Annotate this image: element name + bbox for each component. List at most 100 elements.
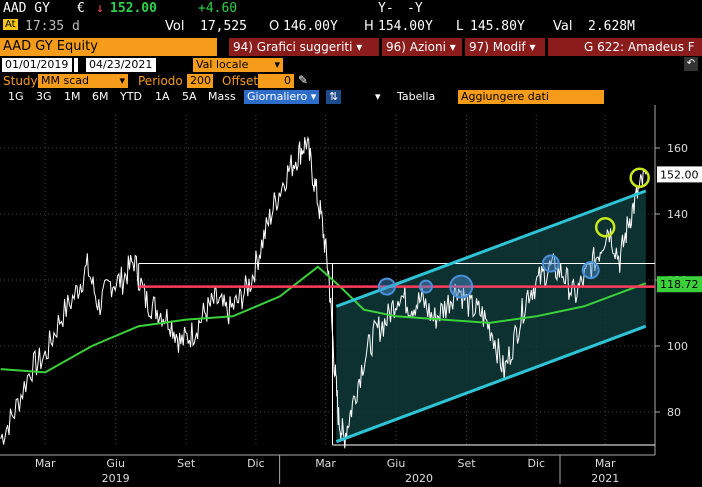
- vol-label: Vol: [165, 19, 185, 34]
- edit-menu[interactable]: 97) Modif ▾: [465, 38, 545, 56]
- range-5y[interactable]: 5A: [182, 90, 197, 103]
- suggested-charts-menu[interactable]: 94) Grafici suggeriti ▾: [229, 38, 379, 56]
- volume: 17,525: [200, 19, 247, 34]
- study-label: Study: [3, 74, 38, 88]
- time-label: At: [3, 19, 18, 30]
- price-chart[interactable]: 80100120140160MarGiuSetDicMarGiuSetDicMa…: [0, 105, 702, 485]
- x-year-label: 2020: [405, 472, 433, 484]
- x-tick-label: Dic: [247, 457, 265, 470]
- x-tick-label: Mar: [595, 457, 616, 470]
- menu-label: Grafici suggeriti: [256, 40, 353, 54]
- chart-toolbar: 1G 3G 1M 6M YTD 1A 5A Mass Giornaliero ▾…: [0, 89, 702, 105]
- range-max[interactable]: Mass: [208, 90, 236, 103]
- highlight-circle-blue: [541, 254, 560, 273]
- date-from-field[interactable]: 01/01/2019: [2, 58, 72, 72]
- price-line: [0, 135, 647, 449]
- security-title[interactable]: AAD GY Equity: [0, 38, 217, 56]
- moving-average-line: [0, 265, 647, 374]
- low-value: 145.80Y: [470, 19, 525, 34]
- x-year-label: 2021: [591, 472, 619, 484]
- last-price-box: [657, 166, 702, 183]
- range-1y[interactable]: 1A: [155, 90, 170, 103]
- channel-lower-line: [335, 324, 647, 444]
- date-separator: [74, 58, 78, 72]
- currency-mode: Val locale: [196, 58, 249, 71]
- offset-label: Offset: [222, 74, 259, 88]
- quote-details: At 17:35 d Vol 17,525 O 146.00Y H 154.00…: [0, 18, 702, 36]
- table-button[interactable]: Tabella: [397, 90, 436, 103]
- date-to-field[interactable]: 04/23/2021: [86, 58, 156, 72]
- news-headline[interactable]: G 622: Amadeus F: [548, 38, 702, 56]
- chart-type-icon[interactable]: ⇅: [326, 90, 342, 104]
- currency: €: [77, 1, 85, 16]
- ask-placeholder: -Y: [407, 1, 423, 16]
- val-label: Val: [553, 19, 573, 34]
- period-field[interactable]: 200: [187, 74, 213, 88]
- security-toolbar: AAD GY Equity 94) Grafici suggeriti ▾ 96…: [0, 38, 702, 56]
- menu-number: 96): [386, 40, 406, 54]
- x-tick-label: Set: [458, 457, 477, 470]
- y-tick-label: 140: [667, 208, 688, 221]
- range-ytd[interactable]: YTD: [120, 90, 142, 103]
- currency-dropdown[interactable]: Val locale ▾: [193, 58, 283, 72]
- x-tick-label: Mar: [35, 457, 56, 470]
- down-arrow-icon: ↓: [96, 1, 104, 16]
- y-tick-label: 100: [667, 340, 688, 353]
- highlight-circle-blue: [418, 279, 433, 294]
- chevron-down-icon: ▾: [119, 74, 125, 87]
- edit-icon[interactable]: ✎: [298, 73, 309, 87]
- high-label: H: [364, 19, 374, 34]
- range-1d[interactable]: 1G: [8, 90, 24, 103]
- ticker: AAD GY: [3, 1, 50, 16]
- period-label: Periodo: [138, 74, 183, 88]
- highlight-circle-yellow: [594, 216, 616, 238]
- range-toolbar: 01/01/2019 04/23/2021 Val locale ▾ ↶: [0, 57, 702, 73]
- bid-placeholder: Y-: [378, 1, 394, 16]
- chevron-down-icon: ▾: [274, 58, 280, 71]
- highlight-circle-blue: [377, 277, 396, 296]
- x-tick-label: Mar: [315, 457, 336, 470]
- actions-menu[interactable]: 96) Azioni ▾: [382, 38, 462, 56]
- change: +4.60: [198, 1, 238, 16]
- x-tick-label: Giu: [106, 457, 125, 470]
- low-label: L: [456, 19, 464, 34]
- add-data-input[interactable]: Aggiungere dati: [458, 90, 604, 104]
- channel-upper-line: [335, 189, 647, 308]
- channel-fill: [336, 190, 646, 442]
- chevron-down-icon[interactable]: ▾: [375, 90, 381, 103]
- study-toolbar: Study MM scad ▾ Periodo 200 Offset 0 ✎: [0, 73, 702, 89]
- x-tick-label: Set: [177, 457, 196, 470]
- open-label: O: [269, 19, 280, 34]
- last-price: 152.00: [110, 1, 157, 16]
- x-year-label: 2019: [102, 472, 130, 484]
- menu-number: 94): [233, 40, 253, 54]
- ma-value-label: 118.72: [660, 278, 699, 291]
- x-tick-label: Dic: [527, 457, 545, 470]
- highlight-circle-yellow: [629, 167, 650, 188]
- study-dropdown[interactable]: MM scad ▾: [38, 74, 128, 88]
- quote-bar: AAD GY € ↓ 152.00 +4.60 Y- -Y: [0, 0, 702, 18]
- range-3d[interactable]: 3G: [36, 90, 52, 103]
- study-value: MM scad: [41, 74, 89, 87]
- last-price-label: 152.00: [660, 168, 699, 181]
- y-tick-label: 160: [667, 142, 688, 155]
- chart-svg: 80100120140160MarGiuSetDicMarGiuSetDicMa…: [0, 105, 702, 485]
- x-tick-label: Giu: [387, 457, 406, 470]
- open-value: 146.00Y: [283, 19, 338, 34]
- high-value: 154.00Y: [378, 19, 433, 34]
- ma-value-box: [657, 276, 702, 293]
- menu-label: Modif: [492, 40, 526, 54]
- highlight-circle-blue: [581, 261, 600, 280]
- offset-field[interactable]: 0: [258, 74, 294, 88]
- y-tick-label: 80: [667, 406, 681, 419]
- quote-time: 17:35 d: [25, 19, 80, 34]
- interval-dropdown[interactable]: Giornaliero ▾: [244, 90, 320, 104]
- range-6m[interactable]: 6M: [92, 90, 109, 103]
- menu-label: Azioni: [409, 40, 446, 54]
- interval-value: Giornaliero: [247, 90, 308, 103]
- menu-number: 97): [469, 40, 489, 54]
- back-icon[interactable]: ↶: [684, 57, 698, 71]
- val-value: 2.628M: [588, 19, 635, 34]
- range-1m[interactable]: 1M: [64, 90, 81, 103]
- highlight-circle-blue: [449, 274, 474, 299]
